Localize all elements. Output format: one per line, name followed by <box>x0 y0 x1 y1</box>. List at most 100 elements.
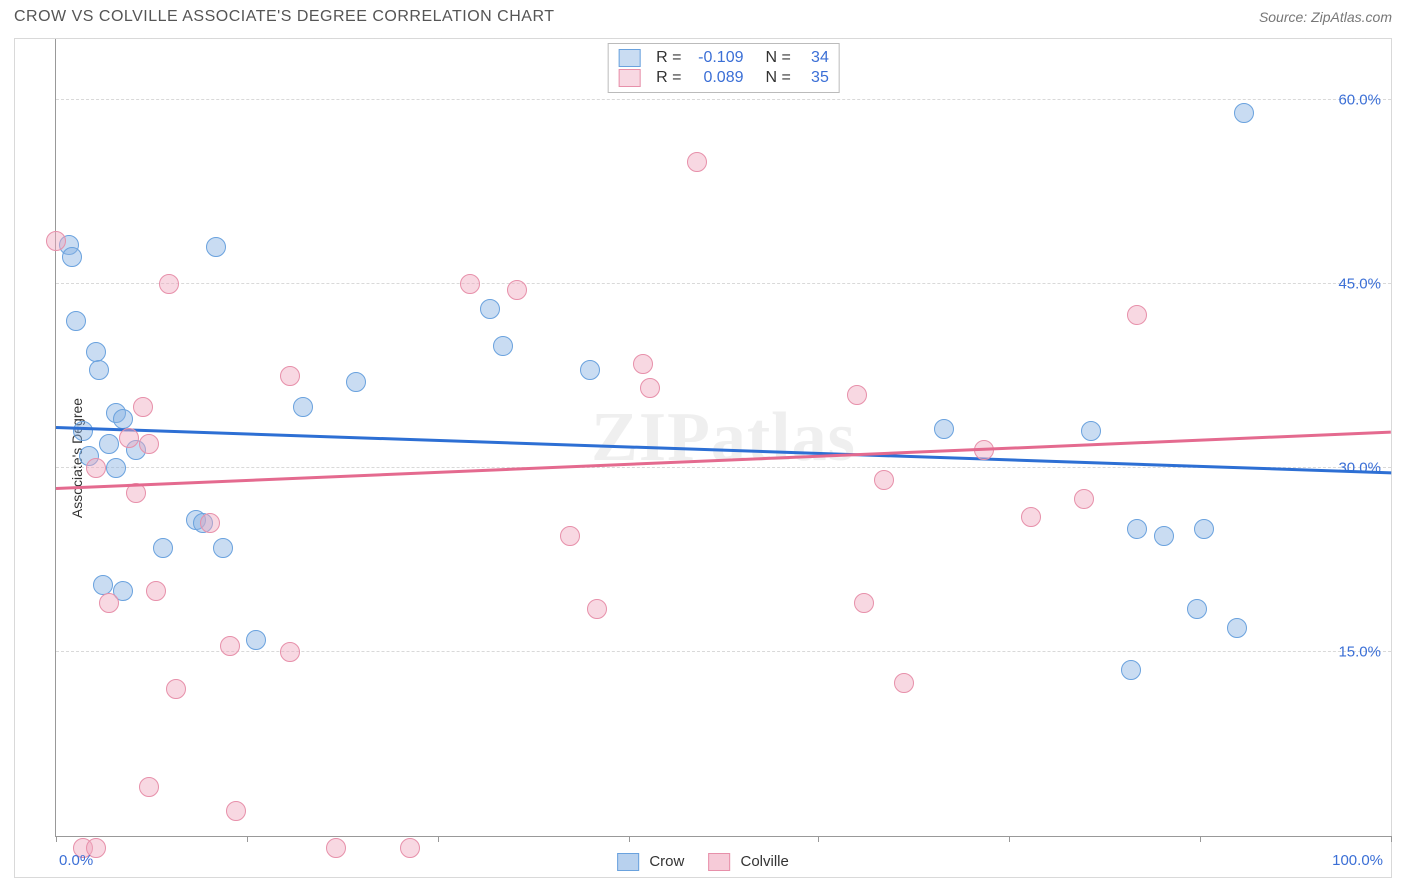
data-point <box>99 434 119 454</box>
data-point <box>460 274 480 294</box>
data-point <box>86 342 106 362</box>
data-point <box>139 434 159 454</box>
stats-legend: R = -0.109 N = 34 R = 0.089 N = 35 <box>607 43 840 93</box>
data-point <box>493 336 513 356</box>
data-point <box>346 372 366 392</box>
x-tick <box>56 836 57 842</box>
data-point <box>1127 519 1147 539</box>
data-point <box>1234 103 1254 123</box>
data-point <box>874 470 894 490</box>
data-point <box>226 801 246 821</box>
gridline <box>56 651 1391 652</box>
data-point <box>159 274 179 294</box>
data-point <box>507 280 527 300</box>
data-point <box>93 575 113 595</box>
data-point <box>854 593 874 613</box>
data-point <box>1154 526 1174 546</box>
data-point <box>1194 519 1214 539</box>
n-label: N = <box>766 69 791 87</box>
r-value-crow: -0.109 <box>692 49 744 67</box>
data-point <box>106 458 126 478</box>
legend-item-colville: Colville <box>708 853 789 871</box>
data-point <box>480 299 500 319</box>
x-tick <box>1391 836 1392 842</box>
x-tick <box>247 836 248 842</box>
data-point <box>139 777 159 797</box>
stats-row-colville: R = 0.089 N = 35 <box>618 68 829 88</box>
y-tick-label: 30.0% <box>1338 460 1381 477</box>
data-point <box>89 360 109 380</box>
trendline <box>56 431 1391 490</box>
data-point <box>206 237 226 257</box>
x-axis-min-label: 0.0% <box>59 852 93 869</box>
y-tick-label: 60.0% <box>1338 92 1381 109</box>
r-value-colville: 0.089 <box>692 69 744 87</box>
gridline <box>56 283 1391 284</box>
data-point <box>99 593 119 613</box>
x-tick <box>438 836 439 842</box>
legend-label-crow: Crow <box>649 853 684 870</box>
data-point <box>62 247 82 267</box>
data-point <box>133 397 153 417</box>
chart-container: Associate's Degree ZIPatlas R = -0.109 N… <box>14 38 1392 878</box>
data-point <box>1121 660 1141 680</box>
data-point <box>894 673 914 693</box>
data-point <box>73 421 93 441</box>
gridline <box>56 38 1391 39</box>
swatch-colville <box>618 69 640 87</box>
x-tick <box>818 836 819 842</box>
data-point <box>1127 305 1147 325</box>
data-point <box>213 538 233 558</box>
data-point <box>246 630 266 650</box>
data-point <box>847 385 867 405</box>
data-point <box>1021 507 1041 527</box>
plot-area: ZIPatlas R = -0.109 N = 34 R = 0.089 N =… <box>55 39 1391 837</box>
series-legend: Crow Colville <box>617 853 789 871</box>
x-axis-max-label: 100.0% <box>1332 852 1383 869</box>
data-point <box>560 526 580 546</box>
stats-row-crow: R = -0.109 N = 34 <box>618 48 829 68</box>
data-point <box>119 428 139 448</box>
data-point <box>633 354 653 374</box>
data-point <box>280 642 300 662</box>
n-value-crow: 34 <box>801 49 829 67</box>
data-point <box>400 838 420 858</box>
y-tick-label: 15.0% <box>1338 644 1381 661</box>
r-label: R = <box>656 49 681 67</box>
data-point <box>86 458 106 478</box>
data-point <box>1081 421 1101 441</box>
n-value-colville: 35 <box>801 69 829 87</box>
data-point <box>934 419 954 439</box>
r-label: R = <box>656 69 681 87</box>
data-point <box>113 409 133 429</box>
x-tick <box>1009 836 1010 842</box>
legend-swatch-crow <box>617 853 639 871</box>
data-point <box>640 378 660 398</box>
data-point <box>146 581 166 601</box>
x-tick <box>629 836 630 842</box>
data-point <box>1074 489 1094 509</box>
source-label: Source: ZipAtlas.com <box>1259 9 1392 25</box>
data-point <box>293 397 313 417</box>
swatch-crow <box>618 49 640 67</box>
gridline <box>56 99 1391 100</box>
data-point <box>326 838 346 858</box>
data-point <box>1187 599 1207 619</box>
chart-title: CROW VS COLVILLE ASSOCIATE'S DEGREE CORR… <box>14 8 554 26</box>
data-point <box>46 231 66 251</box>
data-point <box>200 513 220 533</box>
legend-item-crow: Crow <box>617 853 684 871</box>
data-point <box>687 152 707 172</box>
data-point <box>153 538 173 558</box>
data-point <box>580 360 600 380</box>
y-tick-label: 45.0% <box>1338 276 1381 293</box>
legend-label-colville: Colville <box>741 853 789 870</box>
data-point <box>166 679 186 699</box>
n-label: N = <box>766 49 791 67</box>
data-point <box>1227 618 1247 638</box>
legend-swatch-colville <box>708 853 730 871</box>
data-point <box>280 366 300 386</box>
x-tick <box>1200 836 1201 842</box>
data-point <box>66 311 86 331</box>
data-point <box>587 599 607 619</box>
